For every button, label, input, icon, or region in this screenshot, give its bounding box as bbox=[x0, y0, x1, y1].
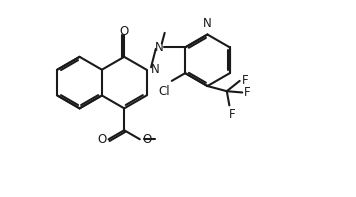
Text: O: O bbox=[97, 133, 106, 146]
Text: Cl: Cl bbox=[159, 85, 170, 98]
Text: O: O bbox=[120, 25, 129, 38]
Text: O: O bbox=[142, 133, 152, 146]
Text: F: F bbox=[244, 86, 251, 99]
Text: N: N bbox=[151, 63, 160, 76]
Text: N: N bbox=[203, 17, 212, 30]
Text: N: N bbox=[155, 41, 164, 54]
Text: F: F bbox=[229, 108, 236, 121]
Text: F: F bbox=[242, 74, 248, 87]
